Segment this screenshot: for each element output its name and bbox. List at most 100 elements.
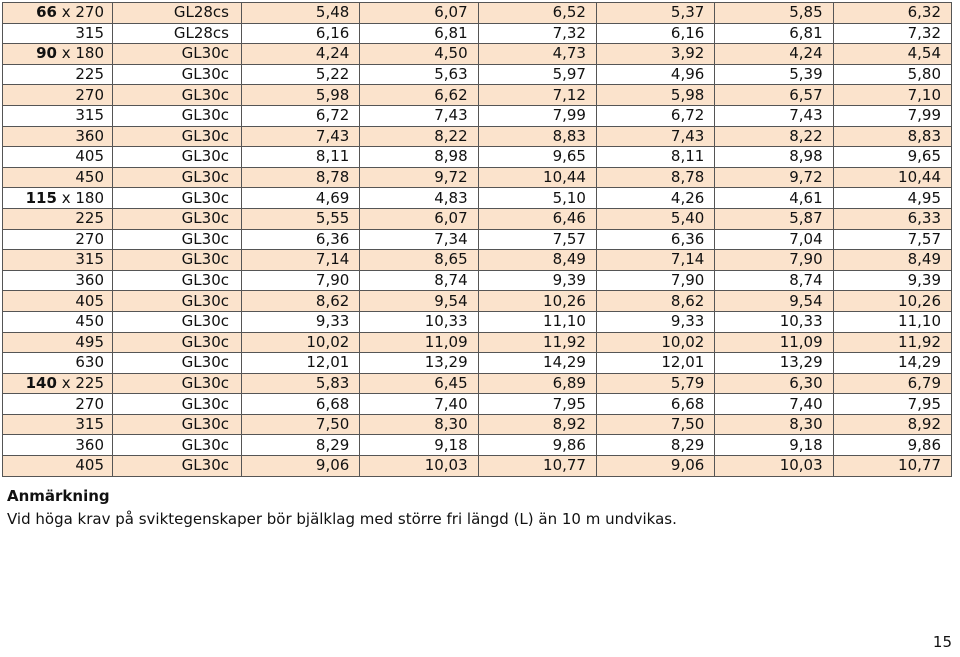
span-value-cell: 8,98 xyxy=(359,146,479,168)
span-table: 66 x 270 GL28cs 5,48 6,07 6,52 5,37 5,85 6,32 31… xyxy=(2,2,953,477)
height-value: 630 xyxy=(75,353,104,372)
span-value-cell: 5,87 xyxy=(714,207,834,230)
table-row: 140 x 225 GL30c 5,83 6,45 6,89 5,79 6,30 6,79 xyxy=(2,372,953,395)
span-value-cell: 8,62 xyxy=(595,290,716,312)
span-value-cell: 8,49 xyxy=(832,249,953,271)
span-value-cell: 9,86 xyxy=(477,434,597,457)
strength-class-cell: GL30c xyxy=(112,434,242,457)
height-value: 270 xyxy=(75,229,104,248)
times-sign: x xyxy=(56,3,76,22)
span-value-cell: 7,95 xyxy=(477,393,597,415)
span-value-cell: 6,46 xyxy=(477,207,597,230)
width-value: 66 xyxy=(36,3,57,22)
span-value-cell: 8,65 xyxy=(359,249,479,271)
span-value-cell: 6,45 xyxy=(359,372,479,395)
span-value-cell: 8,22 xyxy=(714,125,834,148)
width-value: 115 xyxy=(25,188,57,207)
table-row: 360 GL30c 7,90 8,74 9,39 7,90 8,74 9,39 xyxy=(2,269,953,292)
table-row: 450 GL30c 9,33 10,33 11,10 9,33 10,33 11,10 xyxy=(2,310,953,333)
span-value-cell: 7,43 xyxy=(240,125,361,148)
height-value: 405 xyxy=(75,456,104,475)
span-value-cell: 7,40 xyxy=(359,393,479,415)
span-value-cell: 5,98 xyxy=(240,84,361,106)
table-row: 90 x 180 GL30c 4,24 4,50 4,73 3,92 4,24 4,54 xyxy=(2,43,953,65)
span-value-cell: 10,26 xyxy=(477,290,597,312)
span-value-cell: 9,72 xyxy=(359,166,479,189)
span-value-cell: 9,54 xyxy=(714,290,834,312)
height-value: 405 xyxy=(75,147,104,166)
strength-class-cell: GL30c xyxy=(112,187,242,209)
span-value-cell: 8,49 xyxy=(477,249,597,271)
table-row: 270 GL30c 6,68 7,40 7,95 6,68 7,40 7,95 xyxy=(2,393,953,415)
times-sign: x xyxy=(56,373,76,392)
span-value-cell: 4,54 xyxy=(832,43,953,65)
strength-class-cell: GL30c xyxy=(112,166,242,189)
height-value: 270 xyxy=(75,3,104,22)
dimension-cell: 405 xyxy=(2,146,113,168)
span-value-cell: 6,68 xyxy=(240,393,361,415)
span-value-cell: 11,10 xyxy=(477,310,597,333)
height-value: 360 xyxy=(75,271,104,290)
span-value-cell: 6,62 xyxy=(359,84,479,106)
table-row: 315 GL30c 7,14 8,65 8,49 7,14 7,90 8,49 xyxy=(2,249,953,271)
span-value-cell: 9,18 xyxy=(359,434,479,457)
span-value-cell: 4,24 xyxy=(240,43,361,65)
span-value-cell: 6,16 xyxy=(595,22,716,45)
span-value-cell: 5,79 xyxy=(595,372,716,395)
span-value-cell: 7,40 xyxy=(714,393,834,415)
strength-class-cell: GL30c xyxy=(112,43,242,65)
span-value-cell: 6,89 xyxy=(477,372,597,395)
span-value-cell: 10,44 xyxy=(477,166,597,189)
span-value-cell: 7,99 xyxy=(477,104,597,127)
span-value-cell: 10,02 xyxy=(240,331,361,354)
span-value-cell: 12,01 xyxy=(595,352,716,374)
span-value-cell: 5,98 xyxy=(595,84,716,106)
strength-class-cell: GL30c xyxy=(112,290,242,312)
strength-class-cell: GL30c xyxy=(112,372,242,395)
span-value-cell: 11,09 xyxy=(714,331,834,354)
span-value-cell: 6,07 xyxy=(359,207,479,230)
span-value-cell: 5,97 xyxy=(477,63,597,86)
height-value: 360 xyxy=(75,126,104,145)
times-sign: x xyxy=(56,188,76,207)
dimension-cell: 90 x 180 xyxy=(2,43,113,65)
span-value-cell: 4,69 xyxy=(240,187,361,209)
strength-class-cell: GL28cs xyxy=(112,2,242,24)
height-value: 225 xyxy=(75,65,104,84)
width-value: 90 xyxy=(36,44,57,63)
span-value-cell: 8,62 xyxy=(240,290,361,312)
span-value-cell: 6,36 xyxy=(240,228,361,251)
span-value-cell: 9,18 xyxy=(714,434,834,457)
dimension-cell: 450 xyxy=(2,310,113,333)
span-value-cell: 7,14 xyxy=(240,249,361,271)
span-value-cell: 7,57 xyxy=(477,228,597,251)
span-value-cell: 10,33 xyxy=(714,310,834,333)
span-value-cell: 4,24 xyxy=(714,43,834,65)
span-value-cell: 4,96 xyxy=(595,63,716,86)
strength-class-cell: GL30c xyxy=(112,413,242,436)
table-row: 225 GL30c 5,55 6,07 6,46 5,40 5,87 6,33 xyxy=(2,207,953,230)
span-value-cell: 8,74 xyxy=(714,269,834,292)
span-value-cell: 4,61 xyxy=(714,187,834,209)
strength-class-cell: GL30c xyxy=(112,228,242,251)
span-value-cell: 9,33 xyxy=(240,310,361,333)
height-value: 450 xyxy=(75,168,104,187)
span-value-cell: 11,92 xyxy=(832,331,953,354)
span-value-cell: 6,81 xyxy=(714,22,834,45)
span-value-cell: 11,92 xyxy=(477,331,597,354)
strength-class-cell: GL30c xyxy=(112,146,242,168)
span-value-cell: 9,06 xyxy=(595,455,716,477)
table-row: 360 GL30c 8,29 9,18 9,86 8,29 9,18 9,86 xyxy=(2,434,953,457)
span-value-cell: 5,39 xyxy=(714,63,834,86)
dimension-cell: 315 xyxy=(2,22,113,45)
span-value-cell: 6,72 xyxy=(595,104,716,127)
dimension-cell: 450 xyxy=(2,166,113,189)
height-value: 180 xyxy=(75,44,104,63)
span-value-cell: 6,81 xyxy=(359,22,479,45)
height-value: 315 xyxy=(75,106,104,125)
strength-class-cell: GL30c xyxy=(112,393,242,415)
span-value-cell: 7,34 xyxy=(359,228,479,251)
span-value-cell: 7,57 xyxy=(832,228,953,251)
span-value-cell: 8,92 xyxy=(832,413,953,436)
span-value-cell: 8,78 xyxy=(595,166,716,189)
